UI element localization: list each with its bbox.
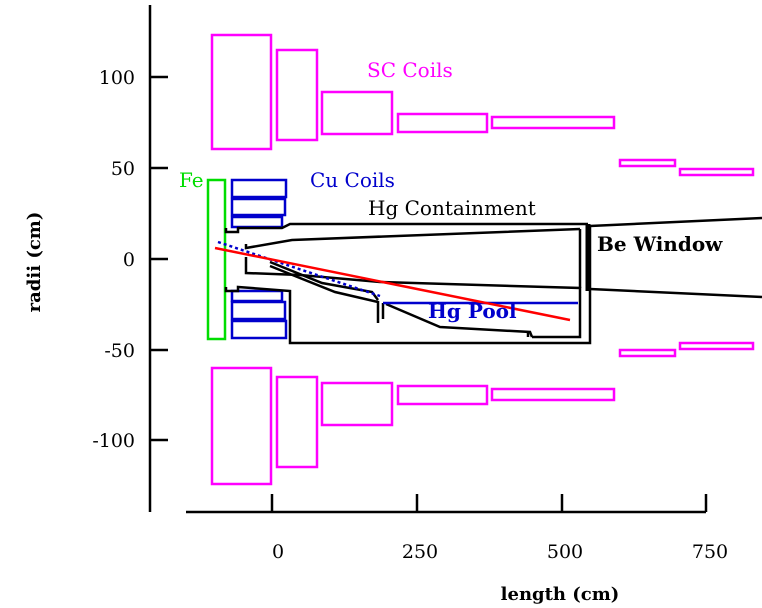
x-tick-label: 0 [272,541,284,563]
hg-pool-floor [385,302,534,338]
cu-coil-lower-3 [230,319,288,340]
mercury-jet-dotted [217,240,381,298]
cu-coil-lower-2 [230,300,287,321]
containment-outer-top [224,222,588,234]
y-tick-labels: 100 50 0 -50 -100 [92,67,135,452]
be-window [585,216,762,299]
containment-outer-bottom [224,226,592,345]
sc-coil-upper-2 [275,48,319,142]
cu-coil-upper-3 [230,215,284,229]
y-tick-label: 50 [111,158,135,180]
sc-coil-lower-4 [396,384,489,406]
cu-coil-upper-1 [230,178,288,199]
x-axis-title: length (cm) [501,584,620,605]
sc-coil-lower-3 [320,381,394,427]
y-tick-label: -50 [104,340,135,362]
label-sc-coils: SC Coils [367,58,453,82]
x-tick-label: 250 [402,541,438,563]
fe-yoke [206,178,227,341]
sc-coil-upper-1 [210,33,273,151]
containment-inner-bottom [244,257,582,339]
label-cu-coils: Cu Coils [310,168,395,192]
proton-beam-line [214,246,571,322]
sc-coil-upper-7 [678,167,755,177]
cu-coils [230,178,288,340]
sc-coil-upper-3 [320,90,394,136]
beam-pipe-upper [589,216,762,228]
containment-inner-top [244,227,581,250]
axes [148,5,708,514]
sc-coil-upper-5 [490,115,616,130]
sc-coil-upper-4 [396,112,489,134]
cu-coil-upper-2 [230,197,287,217]
y-tick-label: 100 [99,67,135,89]
y-tick-label: 0 [123,249,135,271]
sc-coil-lower-1 [210,366,273,486]
label-hg-pool: Hg Pool [428,299,517,323]
beam-pipe-lower [589,287,762,299]
y-axis-title: radii (cm) [24,212,45,313]
sc-coils [210,33,755,486]
sc-coil-lower-7 [678,341,755,351]
sc-coil-lower-2 [275,375,319,469]
x-tick-label: 500 [547,541,583,563]
x-tick-labels: 0 250 500 750 [272,541,728,563]
sc-coil-lower-5 [490,387,616,402]
label-hg-containment: Hg Containment [368,196,536,220]
hg-containment [224,222,592,345]
beam-dump-upper [269,260,379,301]
label-fe: Fe [179,168,204,192]
sc-coil-upper-6 [618,158,677,168]
y-tick-label: -100 [92,430,135,452]
cu-coil-lower-1 [230,289,284,303]
label-be-window: Be Window [597,232,723,256]
beam-dump-lower [269,264,380,323]
x-tick-label: 750 [692,541,728,563]
sc-coil-lower-6 [618,348,677,358]
